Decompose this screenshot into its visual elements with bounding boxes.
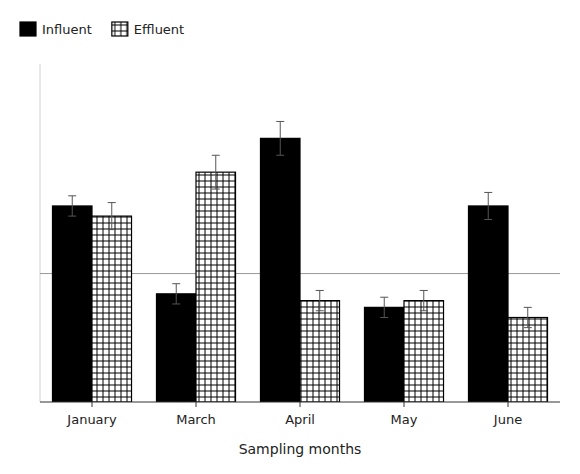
- error-bar: [276, 121, 284, 155]
- x-axis-label: Sampling months: [239, 441, 362, 457]
- bar: [364, 307, 404, 402]
- bar: [52, 206, 92, 402]
- error-bar: [212, 155, 220, 189]
- error-bar: [420, 290, 428, 310]
- bar: [508, 318, 548, 403]
- x-tick: [300, 402, 301, 407]
- x-tick-label: May: [391, 412, 418, 427]
- series-1: [92, 155, 548, 402]
- x-tick-label: January: [66, 412, 117, 427]
- error-bar: [484, 192, 492, 219]
- error-bar: [68, 196, 76, 216]
- error-bar: [380, 297, 388, 317]
- error-bar: [172, 284, 180, 304]
- x-tick: [404, 402, 405, 407]
- x-tick: [92, 402, 93, 407]
- marks: [40, 121, 560, 402]
- series-0: [52, 121, 508, 402]
- chart-svg: January March April May June Sampling months I…: [0, 0, 580, 474]
- legend-item: Effluent: [112, 22, 184, 37]
- error-bar: [108, 203, 116, 230]
- legend-item: Influent: [20, 22, 92, 37]
- bar: [260, 138, 300, 402]
- legend-label: Influent: [42, 22, 92, 37]
- x-tick: [508, 402, 509, 407]
- x-tick-label: June: [493, 412, 522, 427]
- chart-container: January March April May June Sampling months I…: [0, 0, 580, 474]
- legend: Influent Effluent: [20, 22, 184, 37]
- legend-swatch: [112, 22, 128, 36]
- legend-label: Effluent: [134, 22, 184, 37]
- bar: [300, 301, 340, 402]
- error-bar: [524, 307, 532, 327]
- x-tick-label: March: [176, 412, 216, 427]
- legend-swatch: [20, 22, 36, 36]
- bar: [468, 206, 508, 402]
- bar: [404, 301, 444, 402]
- x-tick: [196, 402, 197, 407]
- x-tick-label: April: [285, 412, 315, 427]
- bar: [92, 216, 132, 402]
- plot-area: January March April May June Sampling months: [40, 64, 560, 457]
- error-bar: [316, 290, 324, 310]
- bar: [196, 172, 236, 402]
- y-axis-line: [40, 64, 41, 402]
- bar: [156, 294, 196, 402]
